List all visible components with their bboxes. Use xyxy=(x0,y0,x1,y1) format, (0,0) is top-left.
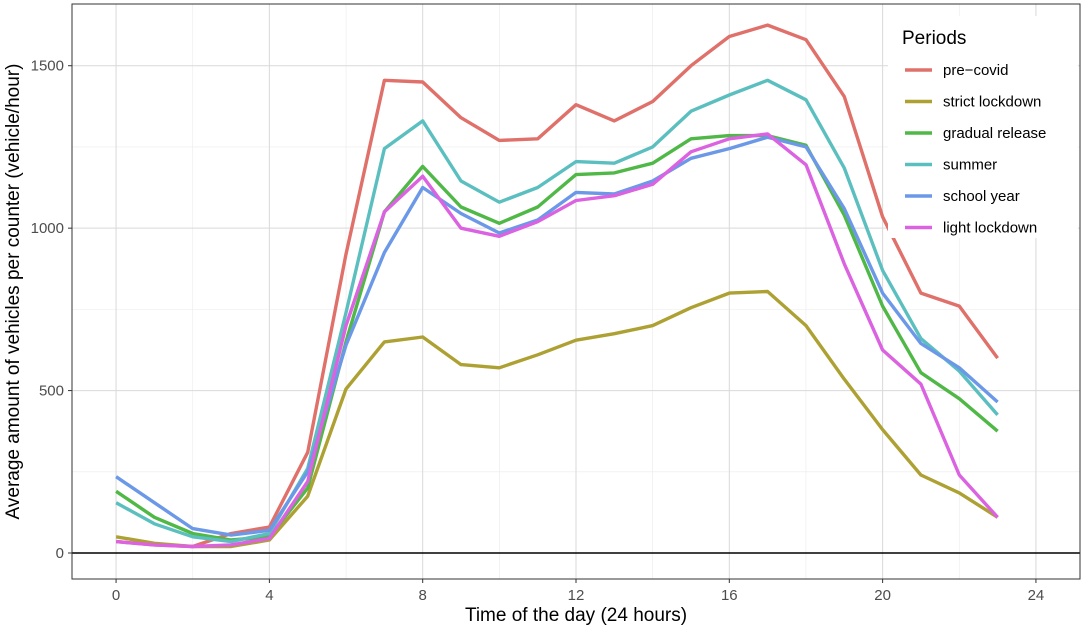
legend-items: pre−covid strict lockdown gradual release s… xyxy=(905,62,1046,237)
x-tick-label: 24 xyxy=(1028,587,1045,604)
x-tick-label: 8 xyxy=(419,587,427,604)
series-line-pre-covid xyxy=(115,23,999,549)
y-tick-label: 1500 xyxy=(31,58,64,75)
series-line-school-year xyxy=(115,135,999,537)
y-tick-label: 1000 xyxy=(31,220,64,237)
legend: Periods pre−covid strict lockdown gradual … xyxy=(888,16,1078,238)
series-line-light-lockdown xyxy=(115,132,999,549)
y-tick-label: 500 xyxy=(39,383,64,400)
x-tick-label: 4 xyxy=(265,587,273,604)
series-lines xyxy=(115,23,999,549)
x-tick-label: 0 xyxy=(112,587,120,604)
legend-label: summer xyxy=(943,157,997,174)
x-axis-ticks: 0 4 8 12 16 20 24 xyxy=(112,579,1044,604)
legend-label: strict lockdown xyxy=(943,94,1041,111)
x-tick-label: 20 xyxy=(874,587,891,604)
legend-label: gradual release xyxy=(943,125,1046,142)
y-tick-label: 0 xyxy=(56,545,64,562)
series-line-gradual-release xyxy=(115,133,999,542)
legend-background xyxy=(888,16,1078,238)
legend-title: Periods xyxy=(902,28,966,49)
x-tick-label: 12 xyxy=(568,587,585,604)
legend-label: pre−covid xyxy=(943,62,1008,79)
x-tick-label: 16 xyxy=(721,587,738,604)
x-axis-title: Time of the day (24 hours) xyxy=(465,605,687,626)
y-axis-ticks: 0 500 1000 1500 xyxy=(31,58,72,562)
legend-label: school year xyxy=(943,188,1020,205)
series-line-summer xyxy=(115,78,999,544)
y-axis-title: Average amount of vehicles per counter (… xyxy=(3,64,24,520)
legend-label: light lockdown xyxy=(943,220,1037,237)
